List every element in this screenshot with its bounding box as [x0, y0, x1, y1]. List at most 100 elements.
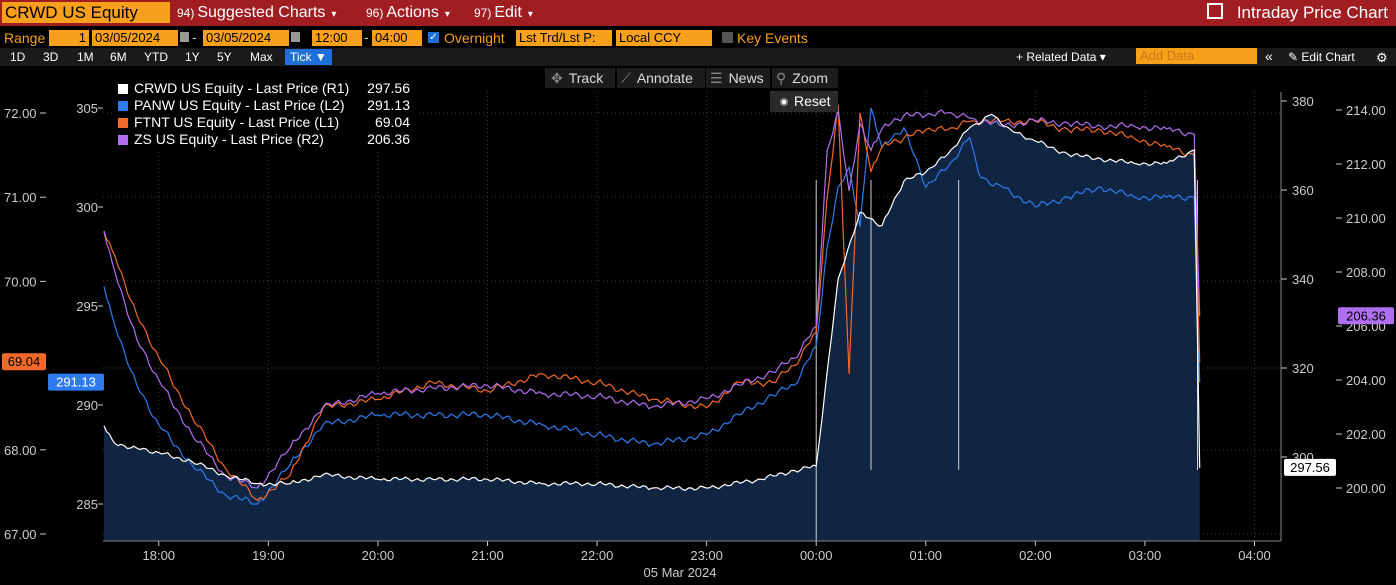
overnight-checkbox[interactable]: ✓: [428, 32, 439, 43]
tick-label-x: 21:00: [471, 548, 504, 563]
x-axis-label: 05 Mar 2024: [644, 565, 717, 580]
tick-label-l2: 295: [76, 299, 98, 314]
edit-menu[interactable]: 97) Edit ▾: [474, 3, 533, 23]
badge-zs: 206.36: [1346, 308, 1386, 323]
tick-label-l1: 70.00: [4, 274, 37, 289]
tick-label-l2: 285: [76, 497, 98, 512]
edit-chart-label: Edit Chart: [1301, 50, 1355, 64]
legend-label: CRWD US Equity - Last Price (R1): [134, 80, 350, 96]
window-title[interactable]: Intraday Price Chart: [1206, 2, 1388, 24]
legend-item-panw[interactable]: PANW US Equity - Last Price (L2) 291.13: [118, 97, 410, 114]
badge-ftnt-bg: [2, 353, 46, 371]
chevron-down-icon: ▾: [444, 9, 450, 20]
tick-label-r2: 200.00: [1346, 481, 1386, 496]
tick-label-x: 20:00: [362, 548, 395, 563]
pencil-icon: ✎: [1288, 50, 1302, 64]
price-type-field[interactable]: Lst Trd/Lst P:: [516, 30, 612, 46]
series-line-crwd[interactable]: [103, 113, 1201, 491]
crwd-area: [104, 114, 1200, 542]
start-date-field[interactable]: 03/05/2024: [92, 30, 178, 46]
related-data-button[interactable]: + Related Data ▾: [1016, 50, 1106, 64]
search-icon: ⚲: [776, 70, 787, 86]
key-events-label: Key Events: [737, 30, 808, 46]
external-link-icon: [1206, 3, 1223, 19]
tick-label-r1: 340: [1292, 272, 1314, 287]
tick-label-l1: 67.00: [4, 527, 37, 542]
tick-label-x: 19:00: [252, 548, 285, 563]
key-events-checkbox[interactable]: [722, 32, 733, 43]
reset-icon: [780, 98, 788, 106]
tick-label-r1: 320: [1292, 361, 1314, 376]
currency-select[interactable]: Local CCY: [616, 30, 712, 46]
chart-legend: CRWD US Equity - Last Price (R1) 297.56 P…: [112, 79, 416, 151]
tick-label-r2: 212.00: [1346, 157, 1386, 172]
legend-item-ftnt[interactable]: FTNT US Equity - Last Price (L1) 69.04: [118, 114, 410, 131]
annotate-tool[interactable]: ⟋ Annotate: [617, 68, 705, 88]
track-tool[interactable]: ✥ Track: [545, 68, 615, 88]
legend-label: PANW US Equity - Last Price (L2): [134, 97, 345, 113]
top-toolbar: CRWD US Equity 94) Suggested Charts ▾ 96) A…: [0, 0, 1396, 26]
range-button-3d[interactable]: 3D: [43, 50, 59, 64]
badge-panw-bg: [48, 373, 104, 391]
tick-label-r2: 210.00: [1346, 211, 1386, 226]
menu-label: Suggested Charts: [197, 4, 326, 21]
menu-number: 97): [474, 6, 492, 20]
calendar-icon[interactable]: [291, 32, 300, 42]
range-button-tick[interactable]: Tick ▼: [285, 49, 332, 65]
ticker-field[interactable]: CRWD US Equity: [2, 2, 170, 23]
news-icon: ☰: [710, 70, 723, 86]
tick-label-r2: 214.00: [1346, 103, 1386, 118]
range-button-5y[interactable]: 5Y: [217, 50, 232, 64]
time-separator: -: [364, 29, 369, 45]
end-date-field[interactable]: 03/05/2024: [203, 30, 289, 46]
tick-label-r2: 202.00: [1346, 427, 1386, 442]
edit-chart-button[interactable]: ✎ Edit Chart: [1288, 50, 1355, 64]
start-time-field[interactable]: 12:00: [312, 30, 362, 46]
series-line-ftnt[interactable]: [103, 104, 1201, 502]
tick-label-x: 03:00: [1129, 548, 1162, 563]
calendar-icon[interactable]: [180, 32, 189, 42]
zoom-tool[interactable]: ⚲ Zoom: [772, 68, 838, 88]
legend-value: 206.36: [367, 131, 410, 147]
legend-swatch: [118, 118, 128, 128]
reset-button[interactable]: Reset: [770, 91, 838, 112]
overnight-label: Overnight: [444, 30, 505, 46]
legend-value: 291.13: [367, 97, 410, 113]
menu-label: Edit: [494, 4, 522, 21]
legend-label: ZS US Equity - Last Price (R2): [134, 131, 324, 147]
legend-value: 297.56: [367, 80, 410, 96]
legend-item-crwd[interactable]: CRWD US Equity - Last Price (R1) 297.56: [118, 80, 410, 97]
range-button-max[interactable]: Max: [250, 50, 273, 64]
legend-value: 69.04: [374, 114, 410, 130]
legend-swatch: [118, 135, 128, 145]
legend-swatch: [118, 101, 128, 111]
range-value-field[interactable]: 1: [49, 30, 89, 46]
range-button-1y[interactable]: 1Y: [185, 50, 200, 64]
tool-label: Track: [568, 70, 604, 86]
news-tool[interactable]: ☰ News: [706, 68, 770, 88]
legend-item-zs[interactable]: ZS US Equity - Last Price (R2) 206.36: [118, 131, 410, 148]
menu-label: Actions: [386, 4, 439, 21]
add-data-input[interactable]: Add Data: [1136, 48, 1257, 64]
pencil-icon: ⟋: [621, 70, 631, 86]
suggested-charts-menu[interactable]: 94) Suggested Charts ▾: [177, 3, 336, 23]
series-line-zs[interactable]: [103, 109, 1201, 489]
end-time-field[interactable]: 04:00: [372, 30, 422, 46]
tick-label-x: 04:00: [1238, 548, 1271, 563]
tick-label-x: 18:00: [143, 548, 176, 563]
period-bar: 1D 3D 1M 6M YTD 1Y 5Y Max Tick ▼ + Relat…: [0, 48, 1396, 66]
range-button-1m[interactable]: 1M: [77, 50, 94, 64]
tool-label: Zoom: [792, 70, 829, 86]
range-button-1d[interactable]: 1D: [10, 50, 26, 64]
tick-label-r1: 380: [1292, 94, 1314, 109]
tick-label-r2: 204.00: [1346, 373, 1386, 388]
actions-menu[interactable]: 96) Actions ▾: [366, 3, 450, 23]
collapse-button[interactable]: «: [1265, 48, 1273, 64]
tool-label: News: [728, 70, 764, 86]
tick-label-x: 02:00: [1019, 548, 1052, 563]
range-button-ytd[interactable]: YTD: [144, 50, 168, 64]
gear-icon[interactable]: ⚙: [1376, 50, 1388, 65]
range-button-6m[interactable]: 6M: [110, 50, 127, 64]
series-line-panw[interactable]: [103, 107, 1201, 505]
